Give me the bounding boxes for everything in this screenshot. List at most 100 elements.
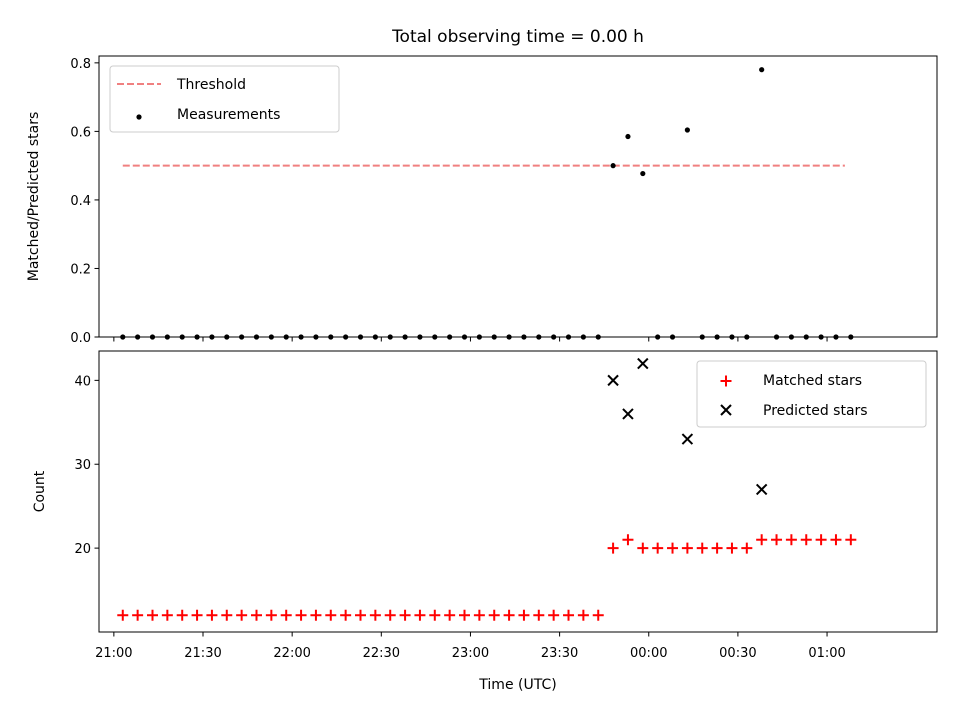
matched-star-point [161, 609, 173, 621]
legend-measurement-swatch [136, 114, 142, 120]
matched-star-point [518, 609, 530, 621]
matched-star-point [444, 609, 456, 621]
legend-predicted-swatch [720, 404, 732, 416]
measurement-point [402, 334, 408, 340]
y-tick-label: 0.8 [70, 57, 91, 72]
measurement-point [253, 334, 260, 340]
legend-predicted-label: Predicted stars [763, 403, 868, 419]
predicted-star-point [755, 483, 768, 496]
measurement-point [283, 334, 289, 340]
matched-star-point [652, 542, 664, 554]
matched-star-point [414, 609, 426, 621]
matched-star-point [800, 534, 812, 546]
legend-box [696, 360, 927, 428]
x-tick-label: 21:30 [184, 646, 221, 661]
measurement-point [759, 67, 765, 73]
y-tick-label: 0.2 [70, 262, 91, 277]
cross-b [681, 433, 694, 445]
measurement-point [491, 334, 497, 340]
matched-star-point [340, 609, 352, 621]
x-tick-label: 23:00 [452, 646, 489, 661]
matched-star-point [756, 534, 768, 546]
matched-star-point [815, 534, 827, 546]
measurement-point [848, 334, 854, 340]
matched-star-point [533, 609, 545, 621]
measurement-point [625, 133, 631, 140]
matched-star-point [399, 609, 411, 621]
legend-matched-label: Matched stars [763, 373, 862, 389]
legend-matched-swatch [720, 375, 732, 387]
matched-star-point [221, 609, 233, 621]
matched-star-point [548, 609, 560, 621]
measurement-point [372, 334, 378, 340]
measurement-point [120, 334, 126, 340]
matched-star-point [295, 609, 307, 621]
measurement-point [580, 334, 586, 340]
x-axis-label: Time (UTC) [478, 677, 556, 693]
x-tick-label: 01:00 [808, 646, 845, 661]
predicted-star-point [622, 408, 634, 420]
y-tick-label: 0.0 [70, 331, 91, 346]
measurement-point [714, 334, 720, 340]
measurement-point [149, 334, 156, 340]
matched-star-point [176, 609, 188, 621]
measurement-point [298, 334, 304, 340]
measurement-point [729, 334, 735, 340]
measurement-point [239, 334, 245, 340]
matched-star-point [563, 609, 575, 621]
matched-star-point [771, 534, 783, 546]
measurement-point [476, 334, 482, 340]
matched-star-point [206, 609, 218, 621]
matched-star-point [459, 609, 471, 621]
matched-star-point [236, 609, 248, 621]
matched-star-point [726, 542, 738, 554]
legend-threshold-label: Threshold [176, 77, 246, 93]
legend-box [109, 65, 340, 133]
measurement-point [135, 334, 141, 340]
matched-star-point [845, 534, 857, 546]
matched-star-point [473, 609, 485, 621]
measurement-point [551, 334, 557, 340]
matched-star-point [132, 609, 144, 621]
matched-star-point [830, 534, 842, 546]
cross-b [607, 374, 619, 387]
measurement-point [684, 127, 690, 133]
figure-title: Total observing time = 0.00 h [391, 27, 644, 47]
y-tick-label: 0.6 [70, 125, 91, 140]
ratio-panel: 0.0 0.2 0.4 0.6 0.8 Matched/Predicted stars Th… [26, 55, 938, 346]
x-tick-label: 00:30 [719, 646, 756, 661]
measurement-point [179, 334, 185, 340]
matched-star-point [592, 609, 604, 621]
measurement-point [788, 334, 794, 340]
measurement-point [803, 334, 809, 340]
cross-b [720, 404, 732, 416]
matched-star-point [622, 534, 634, 546]
matched-star-point [117, 609, 129, 621]
matched-star-point [503, 609, 515, 621]
matched-star-point [488, 609, 500, 621]
matched-star-point [577, 609, 589, 621]
matched-star-point [384, 609, 396, 621]
measurement-point [773, 334, 780, 340]
measurement-point [194, 334, 200, 340]
measurement-point [313, 334, 319, 340]
cross-b [755, 483, 768, 496]
measurement-point [357, 334, 364, 340]
matched-star-point [429, 609, 441, 621]
measurement-point [387, 334, 393, 340]
matched-star-point [711, 542, 723, 554]
count-panel: 21:00 21:30 22:00 22:30 23:00 23:30 00:00 00:30… [32, 350, 938, 693]
x-tick-label: 23:30 [541, 646, 578, 661]
matched-star-point [325, 609, 337, 621]
measurement-point [461, 334, 468, 340]
x-tick-label: 22:00 [273, 646, 310, 661]
y-axis-label: Matched/Predicted stars [26, 112, 42, 282]
measurement-point [833, 334, 839, 340]
matched-star-point [265, 609, 277, 621]
matched-star-point [310, 609, 322, 621]
measurement-point [610, 163, 616, 169]
y-tick-label: 30 [74, 458, 91, 473]
measurement-point [595, 334, 601, 340]
x-tick-label: 21:00 [95, 646, 132, 661]
